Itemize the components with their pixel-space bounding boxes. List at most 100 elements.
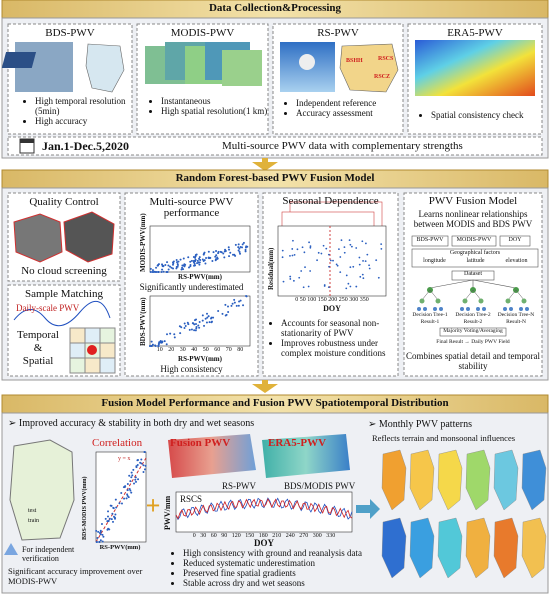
triangle-marker: [4, 543, 18, 555]
point: [307, 285, 310, 288]
point: [134, 478, 137, 481]
bullet: Accuracy assessment: [296, 108, 403, 118]
time-series: [175, 491, 353, 533]
node-label: elevation: [505, 258, 528, 264]
point: [191, 322, 194, 325]
point: [182, 257, 185, 260]
point: [339, 256, 342, 258]
leaf: [525, 307, 529, 311]
point: [238, 247, 241, 250]
point: [206, 312, 209, 315]
leaf: [423, 307, 427, 311]
node: [521, 298, 527, 304]
point: [157, 271, 160, 273]
rs-map: [339, 43, 399, 93]
point: [239, 252, 242, 255]
point: [152, 271, 155, 273]
bullet: High temporal resolution (5min): [35, 96, 132, 116]
point: [107, 510, 110, 513]
point: [380, 243, 383, 246]
point: [238, 251, 241, 254]
bullet: Independent reference: [296, 98, 403, 108]
node: [462, 298, 468, 304]
modis-tiles: [145, 42, 262, 86]
fusion-map: [168, 434, 256, 478]
node-label: MODIS-PWV: [456, 237, 492, 243]
point: [108, 517, 111, 520]
node: [419, 298, 425, 304]
point: [167, 264, 170, 267]
point: [142, 464, 145, 467]
point: [97, 530, 100, 533]
point: [282, 280, 285, 283]
point: [323, 285, 326, 287]
point: [292, 239, 294, 242]
map-label: RSCZ: [374, 74, 391, 80]
bullet: Stable across dry and wet seasons: [183, 578, 362, 588]
point: [130, 491, 133, 494]
point: [242, 241, 245, 244]
leaf: [509, 307, 513, 311]
point: [214, 258, 217, 261]
point: [204, 317, 207, 320]
label: Daily-scale PWV: [16, 303, 80, 313]
point: [231, 302, 234, 305]
point: [198, 321, 201, 324]
point: [237, 243, 240, 246]
cell: [99, 327, 116, 344]
point: [150, 340, 153, 343]
point: [193, 262, 196, 265]
node-label: Dataset: [464, 271, 482, 277]
input-box: [499, 235, 531, 247]
point: [281, 256, 284, 259]
point: [241, 243, 244, 246]
map-title: Fusion PWV: [170, 437, 231, 449]
legend-item: test: [28, 508, 37, 514]
headline: ➢ Improved accuracy & stability in both …: [8, 418, 255, 429]
point: [99, 539, 102, 542]
point: [183, 326, 186, 329]
residual-plots: [277, 201, 387, 297]
point: [217, 250, 220, 253]
point: [180, 326, 183, 329]
point: [192, 261, 195, 264]
panel-title: Multi-source PWV performance: [149, 196, 234, 219]
point: [293, 253, 296, 256]
point: [227, 305, 230, 308]
point: [362, 277, 365, 280]
month-map: [493, 449, 519, 511]
point: [281, 249, 284, 252]
note: Significant accuracy improvement over MO…: [8, 566, 143, 586]
point: [235, 304, 238, 307]
word: &: [33, 342, 43, 354]
point: [158, 341, 161, 344]
point: [167, 268, 170, 271]
point: [302, 286, 305, 289]
panel-title: RS-PWV: [317, 27, 359, 39]
solar-panel: [1, 52, 37, 68]
point: [140, 462, 143, 465]
word: Spatial: [22, 355, 54, 367]
point: [239, 299, 242, 302]
word: Temporal: [17, 329, 59, 341]
edge: [472, 279, 517, 289]
point: [129, 480, 132, 483]
vote-box: [439, 327, 507, 337]
point: [358, 256, 361, 259]
match-point: [87, 345, 97, 355]
edge: [429, 289, 439, 301]
node: [435, 298, 441, 304]
point: [151, 269, 154, 272]
point: [208, 257, 211, 260]
point: [102, 535, 105, 538]
point: [355, 285, 358, 288]
caption: Significantly underestimated: [139, 282, 244, 292]
point: [205, 321, 208, 324]
point: [238, 300, 241, 303]
point: [345, 287, 348, 290]
point: [338, 248, 340, 251]
point: [111, 520, 114, 523]
point: [196, 259, 199, 262]
point: [245, 245, 248, 248]
